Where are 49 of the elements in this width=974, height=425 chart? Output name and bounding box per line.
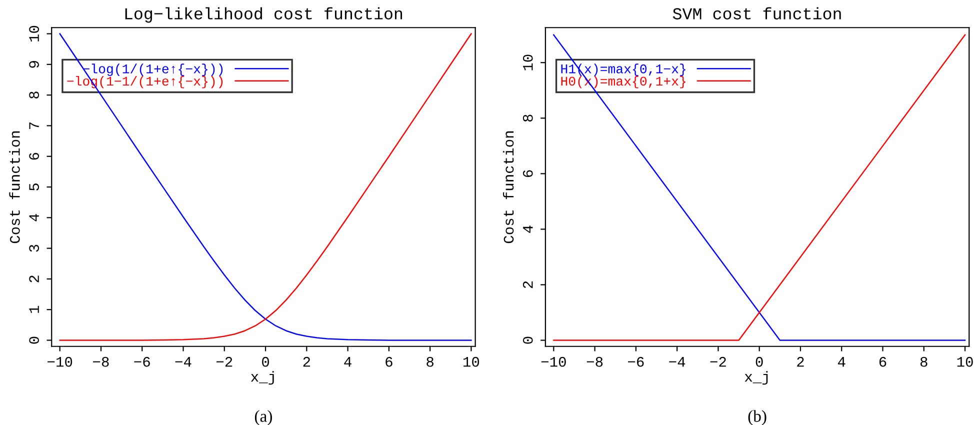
x-axis-title: x_j [744, 371, 768, 385]
y-tick-label: 10 [29, 26, 40, 42]
y-tick-label: 10 [522, 54, 533, 70]
y-tick-label: 2 [29, 276, 39, 282]
y-tick-label: 6 [522, 170, 533, 177]
x-tick-label: −2 [710, 356, 726, 367]
line-series [59, 33, 472, 341]
x-tick-label: 8 [426, 356, 434, 367]
chart-title: Log−likelihood cost function [125, 7, 402, 23]
y-tick-label: 4 [523, 226, 533, 233]
x-tick-label: 4 [344, 357, 352, 367]
x-tick-label: 2 [303, 356, 310, 367]
legend-label: −log(1/(1+e↑{−x})) [83, 64, 223, 76]
x-tick-label: 8 [920, 356, 928, 367]
x-tick-label: −8 [586, 356, 603, 367]
x-tick-label: −4 [669, 357, 686, 367]
y-tick-label: 1 [29, 306, 39, 313]
y-tick-label: 8 [522, 114, 533, 122]
x-tick-label: −6 [134, 356, 150, 367]
text: (b) [748, 410, 766, 425]
x-tick-label: 10 [464, 356, 480, 367]
y-tick-label: 8 [29, 92, 40, 98]
x-tick-label: −2 [216, 356, 232, 367]
y-tick-label: 6 [29, 152, 40, 160]
y-tick-label: 5 [29, 184, 40, 190]
x-tick-label: 10 [957, 356, 973, 367]
y-tick-label: 0 [29, 336, 40, 344]
y-tick-label: 3 [29, 244, 40, 252]
x-tick-label: 6 [879, 356, 886, 367]
x-tick-label: 4 [838, 357, 846, 367]
text: (a) [254, 410, 272, 425]
y-axis-title: Cost function [502, 131, 514, 244]
y-tick-label: 2 [522, 281, 533, 288]
x-tick-label: 6 [386, 356, 392, 367]
x-tick-label: −8 [93, 356, 109, 367]
y-tick-label: 0 [522, 336, 533, 344]
x-tick-label: 0 [756, 356, 763, 367]
y-tick-label: 4 [29, 214, 39, 222]
x-axis-title: x_j [251, 371, 274, 385]
chart-title: SVM cost function [672, 7, 841, 20]
x-tick-label: −4 [175, 357, 192, 367]
x-tick-label: 2 [797, 356, 804, 367]
x-tick-label: 0 [262, 356, 269, 367]
x-tick-label: −10 [48, 356, 72, 367]
y-tick-label: 9 [29, 61, 40, 68]
x-tick-label: −6 [628, 356, 644, 367]
y-tick-label: 7 [29, 122, 39, 129]
x-tick-label: −10 [541, 356, 566, 367]
y-axis-title: Cost function [9, 131, 20, 244]
